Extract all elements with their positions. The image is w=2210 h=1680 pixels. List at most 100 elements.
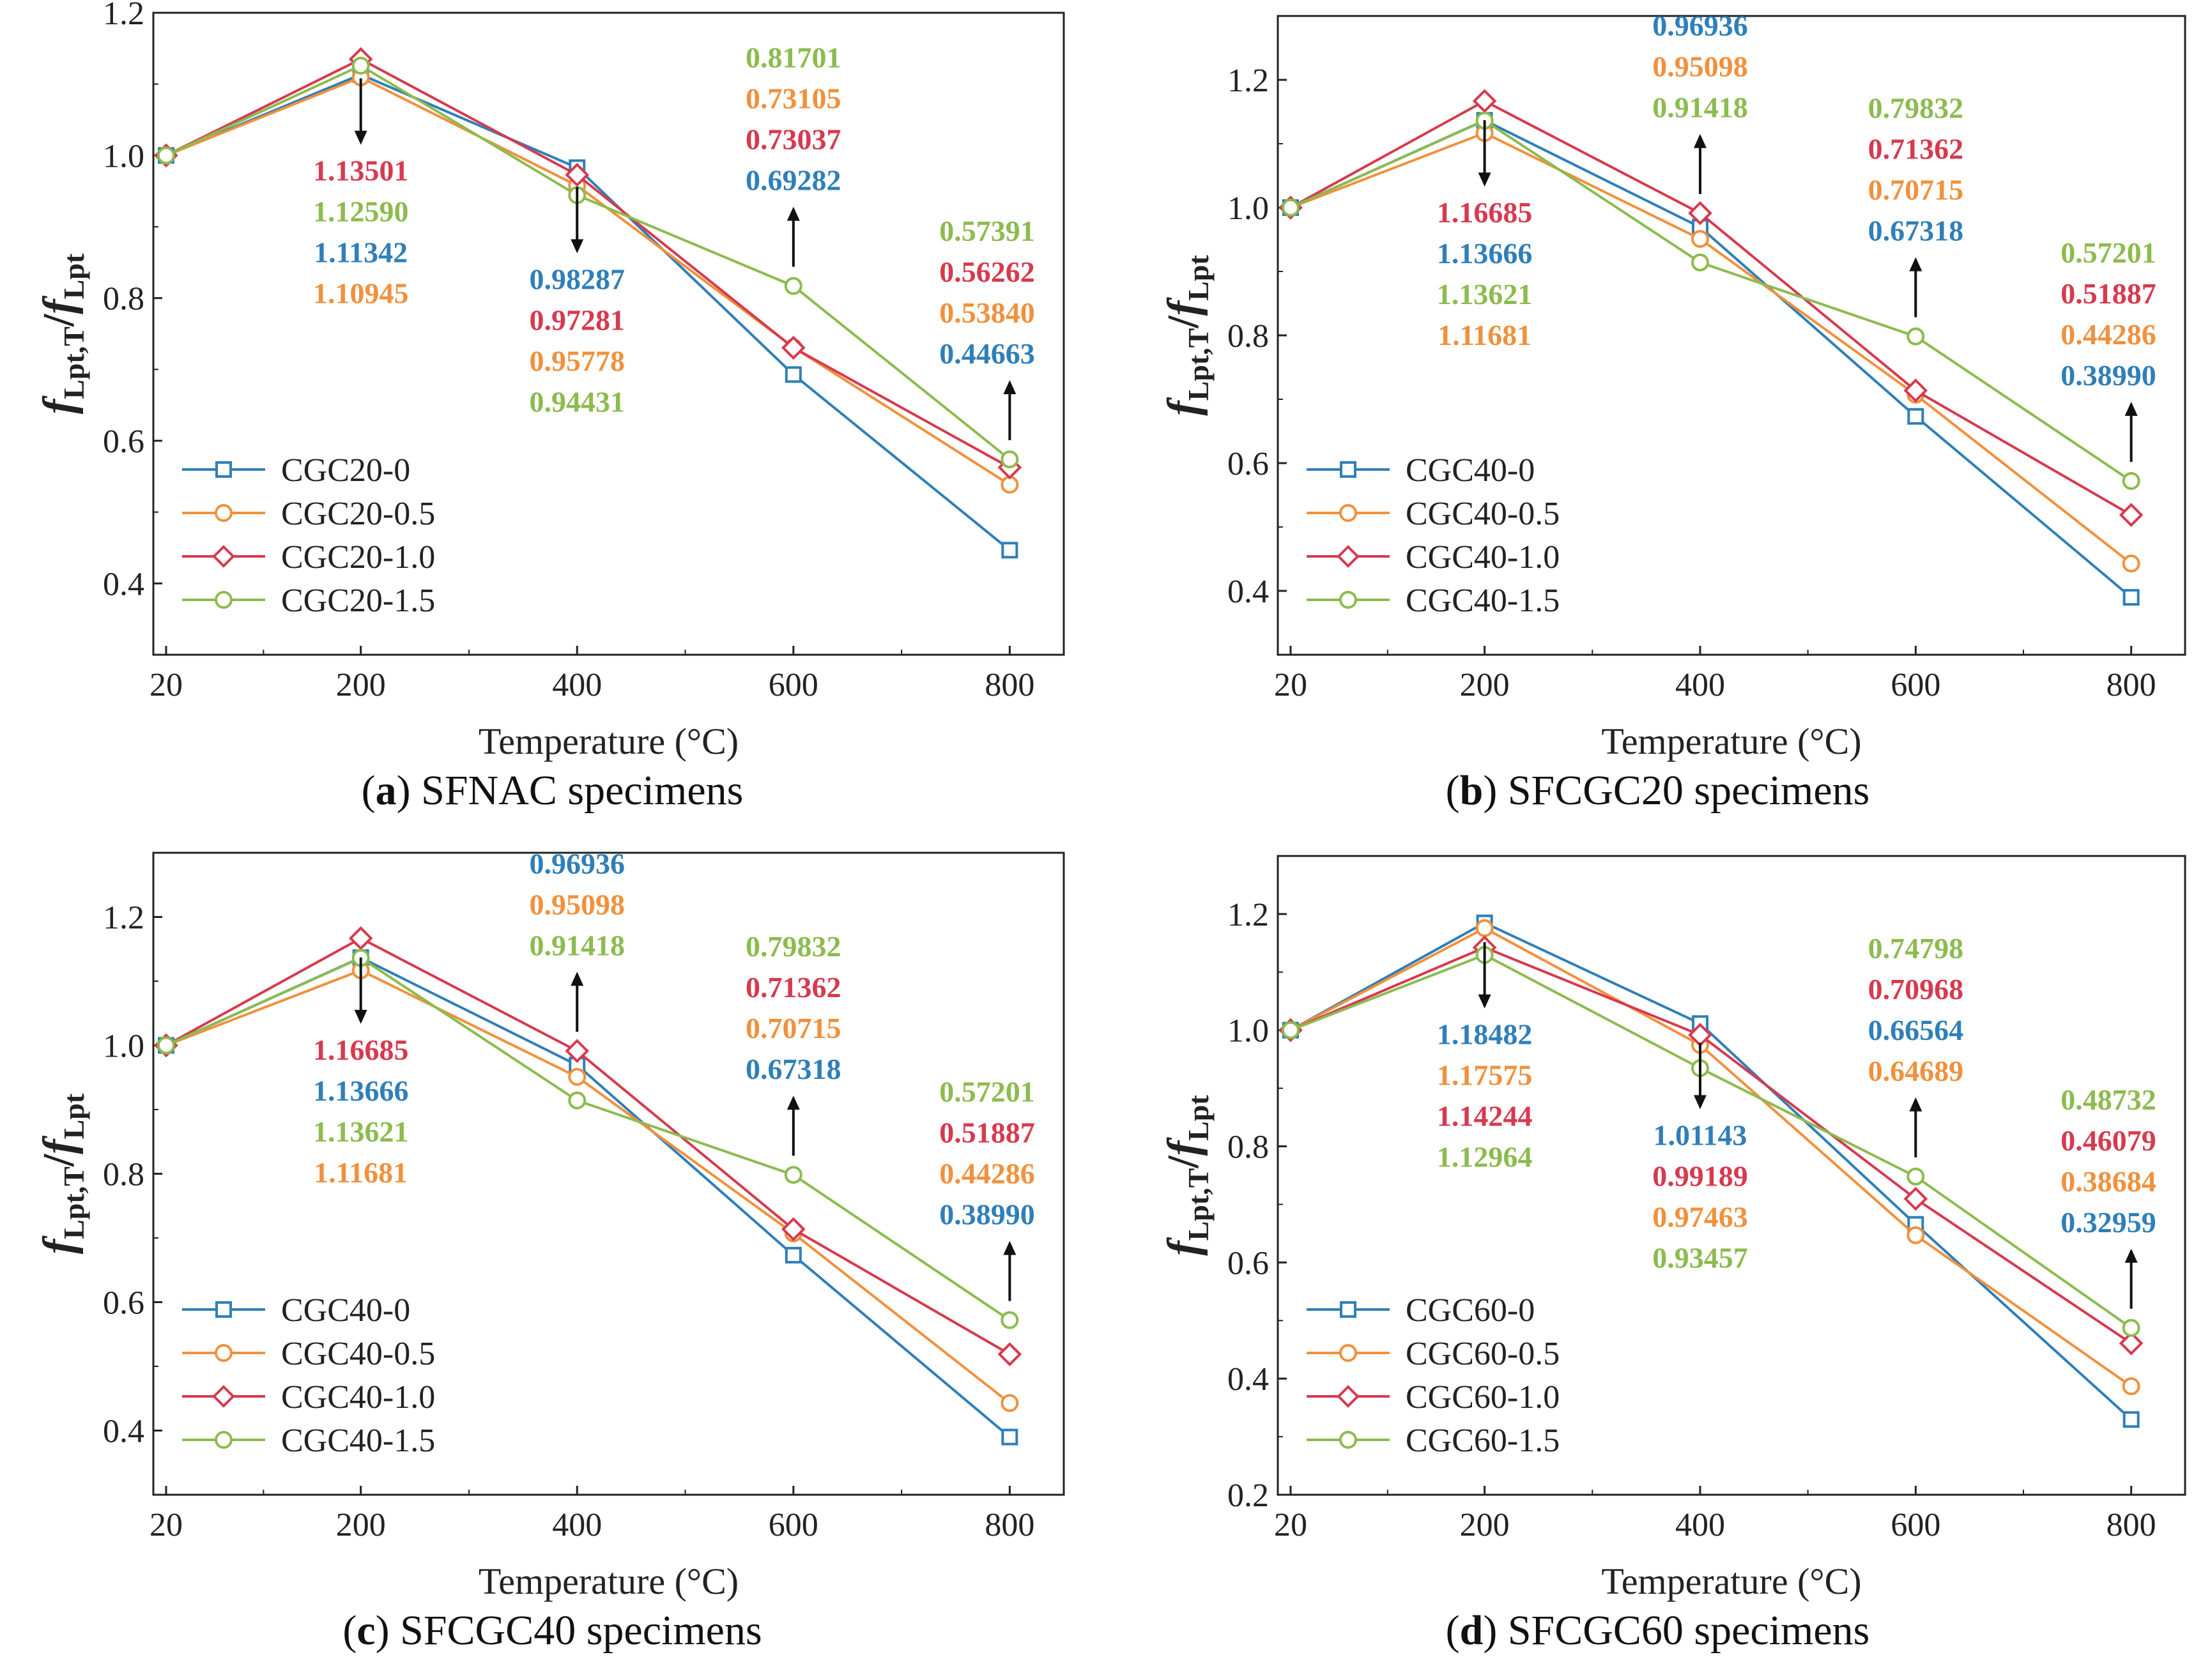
- y-axis-label-part: Lpt,T: [58, 1166, 90, 1239]
- caption-text: SFCGC20 specimens: [1507, 767, 1870, 814]
- caption-letter: b: [1459, 767, 1484, 814]
- plot-frame: [1277, 855, 2186, 1496]
- annotation-value: 0.71362: [1868, 133, 1964, 165]
- legend-label: CGC60-1.0: [1406, 1379, 1560, 1416]
- annotation-arrowhead: [2124, 1248, 2138, 1263]
- annotation-value: 1.16685: [1437, 196, 1533, 229]
- caption-letter: d: [1459, 1607, 1484, 1654]
- y-tick-label: 0.8: [1227, 1129, 1269, 1166]
- y-axis-label-part: Lpt,T: [1182, 328, 1215, 401]
- annotation-value: 1.13621: [1437, 278, 1533, 310]
- data-point: [1282, 1021, 1300, 1039]
- annotation-value: 0.99189: [1652, 1159, 1748, 1192]
- legend-label: CGC20-1.5: [281, 583, 435, 619]
- annotation-value: 0.57391: [939, 215, 1035, 247]
- data-point: [2122, 589, 2140, 606]
- caption-letter: c: [357, 1607, 376, 1654]
- data-point: [2122, 554, 2140, 573]
- caption-paren-open: (: [361, 767, 376, 814]
- annotation-value: 0.70968: [1868, 973, 1964, 1005]
- annotation-value: 1.13666: [313, 1074, 409, 1107]
- x-tick-label: 600: [769, 667, 818, 703]
- data-point: [785, 1246, 802, 1264]
- annotation-value: 0.44663: [939, 337, 1035, 370]
- annotation-value: 0.46079: [2060, 1124, 2156, 1157]
- data-point: [2122, 1411, 2140, 1428]
- annotation-arrowhead: [1693, 134, 1707, 148]
- annotation-arrowhead: [787, 1096, 800, 1110]
- x-axis-label: Temperature (°C): [479, 1561, 739, 1602]
- y-axis-label-part: /: [1159, 315, 1208, 329]
- data-point: [2122, 1377, 2140, 1396]
- panel-c: 0.4 0.6 0.8 1.0 1.2 20 200 400 600 800 Temperature…: [0, 840, 1105, 1680]
- annotation-value: 1.11681: [314, 1156, 408, 1189]
- legend-marker: [1339, 504, 1357, 522]
- data-point: [1907, 408, 1924, 425]
- legend-label: CGC40-1.5: [1406, 583, 1560, 619]
- legend-marker: [1340, 461, 1356, 478]
- data-point: [1001, 1394, 1019, 1412]
- data-point: [2119, 1331, 2144, 1355]
- data-point: [781, 1217, 806, 1242]
- y-tick-label: 1.0: [1227, 1013, 1269, 1050]
- annotation-value: 0.95098: [530, 888, 625, 920]
- annotation-value: 0.67318: [1868, 215, 1964, 247]
- series-line-CGC40-1.5: [165, 956, 1011, 1322]
- annotation-value: 0.67318: [746, 1053, 841, 1085]
- annotation-value: 0.69282: [746, 164, 841, 197]
- y-tick-label: 0.2: [1227, 1478, 1269, 1514]
- annotation-arrowhead: [1478, 172, 1491, 187]
- x-axis-label: Temperature (°C): [1601, 1561, 1861, 1602]
- data-point: [2119, 503, 2144, 527]
- annotation-arrowhead: [1909, 1097, 1922, 1111]
- y-axis-label-part: /: [1159, 1155, 1208, 1169]
- annotation-arrowhead: [1003, 380, 1017, 395]
- data-point: [157, 146, 175, 165]
- data-point: [784, 1166, 802, 1184]
- caption-text: SFCGC60 specimens: [1507, 1607, 1870, 1654]
- annotation-value: 1.12590: [313, 195, 409, 228]
- data-point: [568, 1091, 587, 1110]
- caption-letter: a: [375, 767, 397, 814]
- legend-marker: [212, 545, 235, 568]
- legend-marker: [1340, 1301, 1356, 1318]
- legend-marker: [1337, 1385, 1360, 1408]
- y-tick-label: 0.8: [1227, 318, 1269, 355]
- annotation-value: 1.11681: [1438, 319, 1531, 351]
- annotation-value: 0.44286: [939, 1157, 1035, 1190]
- y-axis-label-part: Lpt: [1182, 1095, 1215, 1141]
- annotation-arrowhead: [1909, 257, 1922, 271]
- legend-marker: [215, 591, 233, 609]
- legend-marker: [215, 504, 233, 522]
- legend-marker: [215, 1344, 233, 1362]
- y-axis-label: fLpt,T/fLpt: [35, 1093, 90, 1254]
- data-point: [1001, 542, 1018, 559]
- data-point: [784, 277, 802, 295]
- annotation-value: 0.57201: [939, 1076, 1035, 1108]
- data-point: [2122, 471, 2140, 490]
- y-tick-label: 0.6: [103, 1285, 144, 1322]
- legend-marker: [1339, 1431, 1357, 1449]
- data-point: [997, 1342, 1022, 1366]
- x-tick-label: 400: [1675, 667, 1725, 703]
- annotation-arrowhead: [571, 972, 584, 986]
- annotation-value: 1.17575: [1437, 1059, 1533, 1092]
- x-tick-label: 600: [1891, 1507, 1940, 1543]
- annotation-value: 1.11342: [314, 236, 408, 269]
- legend-label: CGC40-0.5: [281, 1336, 435, 1372]
- panel-caption: (b) SFCGC20 specimens: [1105, 767, 2210, 815]
- y-tick-label: 1.0: [103, 138, 144, 174]
- legend-marker: [1339, 1344, 1357, 1362]
- legend-label: CGC20-1.0: [281, 539, 435, 576]
- y-tick-label: 0.6: [1227, 1245, 1269, 1281]
- y-tick-label: 0.6: [103, 424, 144, 460]
- annotation-value: 0.56262: [939, 256, 1035, 288]
- caption-paren-open: (: [342, 1607, 357, 1654]
- caption-text: SFNAC specimens: [421, 767, 744, 814]
- legend-marker: [215, 1301, 232, 1318]
- legend-label: CGC40-1.0: [1406, 539, 1560, 576]
- y-tick-label: 0.4: [1227, 1361, 1269, 1398]
- data-point: [568, 1067, 587, 1086]
- y-axis-label: fLpt,T/fLpt: [1159, 1095, 1215, 1256]
